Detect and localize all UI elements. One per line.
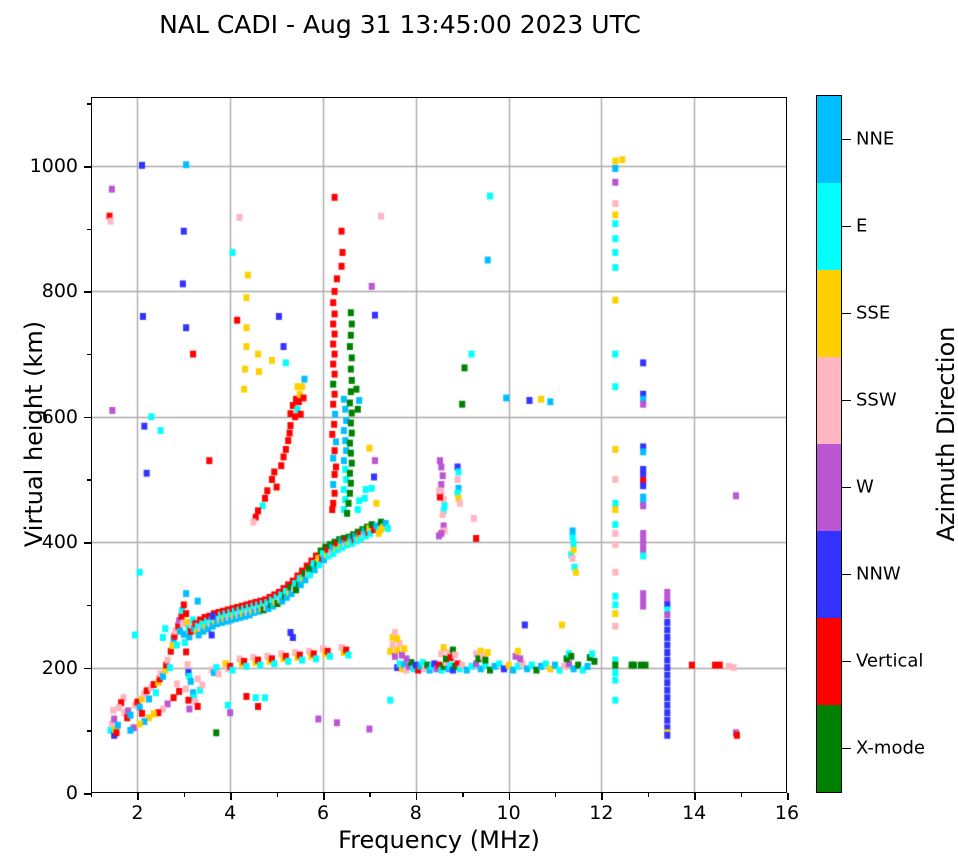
x-tick-label: 8 (409, 802, 422, 824)
colorbar-tick-mark (842, 399, 851, 401)
colorbar-segment-nne (817, 96, 841, 183)
x-tick-mark (694, 793, 696, 800)
x-minor-tick-mark (462, 793, 464, 797)
x-axis-label: Frequency (MHz) (338, 826, 540, 854)
x-tick-mark (415, 793, 418, 800)
colorbar-tick-label: NNE (856, 128, 895, 149)
y-tick-label: 800 (41, 280, 78, 303)
y-tick-label: 600 (41, 405, 78, 428)
colorbar-tick-mark (842, 312, 851, 314)
colorbar-tick-labels: NNE E SSE SSW W NNW Vertical X-mode (842, 95, 958, 793)
x-tick-label: 14 (682, 802, 707, 824)
x-tick-label: 10 (496, 802, 521, 824)
y-tick-label: 400 (41, 531, 78, 554)
x-tick-mark (787, 793, 789, 800)
colorbar-segment-ssw (817, 357, 841, 444)
x-minor-tick-mark (740, 793, 742, 797)
x-tick-label: 16 (774, 802, 800, 824)
x-axis-ticks: 2 4 6 8 10 12 14 16 (0, 802, 958, 832)
y-minor-tick-mark (87, 730, 91, 732)
y-tick-mark (84, 291, 91, 293)
x-tick-label: 4 (224, 802, 237, 824)
colorbar-tick-label: Vertical (856, 650, 924, 671)
colorbar-label: Azimuth Direction (932, 326, 958, 542)
colorbar-segment-vertical (817, 618, 841, 705)
x-tick-label: 2 (131, 802, 144, 824)
colorbar-tick-mark (842, 138, 851, 140)
colorbar-tick-mark (842, 573, 851, 575)
colorbar-segment-e (817, 183, 841, 270)
y-minor-tick-mark (87, 228, 91, 231)
colorbar-segment-w (817, 444, 841, 531)
x-tick-mark (137, 793, 139, 800)
x-tick-mark (601, 793, 603, 800)
x-tick-label: 6 (316, 802, 330, 824)
x-minor-tick-mark (369, 793, 371, 797)
y-axis-ticks: 0 200 400 600 800 1000 (0, 0, 78, 857)
y-tick-mark (84, 793, 91, 795)
y-tick-mark (84, 667, 91, 670)
x-tick-mark (230, 793, 232, 800)
ionogram-scatter-canvas (91, 97, 787, 793)
colorbar-tick-label: E (856, 215, 868, 236)
plot-area (91, 97, 787, 793)
colorbar-segment-nnw (817, 531, 841, 618)
x-minor-tick-mark (183, 793, 186, 797)
y-tick-mark (84, 542, 91, 544)
colorbar-segment-sse (817, 270, 841, 357)
x-tick-label: 12 (589, 802, 614, 824)
colorbar-tick-mark (842, 225, 851, 227)
y-minor-tick-mark (87, 103, 91, 105)
x-minor-tick-mark (647, 793, 650, 797)
y-tick-label: 200 (41, 656, 78, 679)
colorbar-tick-label: X-mode (856, 737, 925, 758)
colorbar-tick-label: W (856, 476, 874, 497)
y-tick-label: 0 (65, 782, 78, 804)
x-tick-mark (508, 793, 511, 800)
x-minor-tick-mark (276, 793, 278, 797)
colorbar-segment-x-mode (817, 705, 841, 792)
colorbar-tick-mark (842, 660, 851, 662)
colorbar-tick-label: NNW (856, 563, 901, 584)
colorbar-tick-mark (842, 747, 851, 749)
colorbar-tick-mark (842, 486, 851, 488)
x-minor-tick-mark (555, 793, 557, 797)
x-tick-mark (323, 793, 325, 800)
y-tick-label: 1000 (29, 154, 78, 177)
y-tick-mark (84, 416, 91, 419)
colorbar (816, 95, 842, 793)
colorbar-tick-label: SSE (856, 302, 891, 323)
y-tick-mark (84, 165, 91, 168)
y-minor-tick-mark (87, 604, 91, 607)
y-minor-tick-mark (87, 479, 91, 481)
page-title: NAL CADI - Aug 31 13:45:00 2023 UTC (159, 10, 641, 39)
x-minor-tick-mark (91, 793, 93, 797)
colorbar-tick-label: SSW (856, 389, 897, 410)
y-minor-tick-mark (87, 354, 91, 356)
y-axis-label: Virtual height (km) (20, 320, 48, 548)
